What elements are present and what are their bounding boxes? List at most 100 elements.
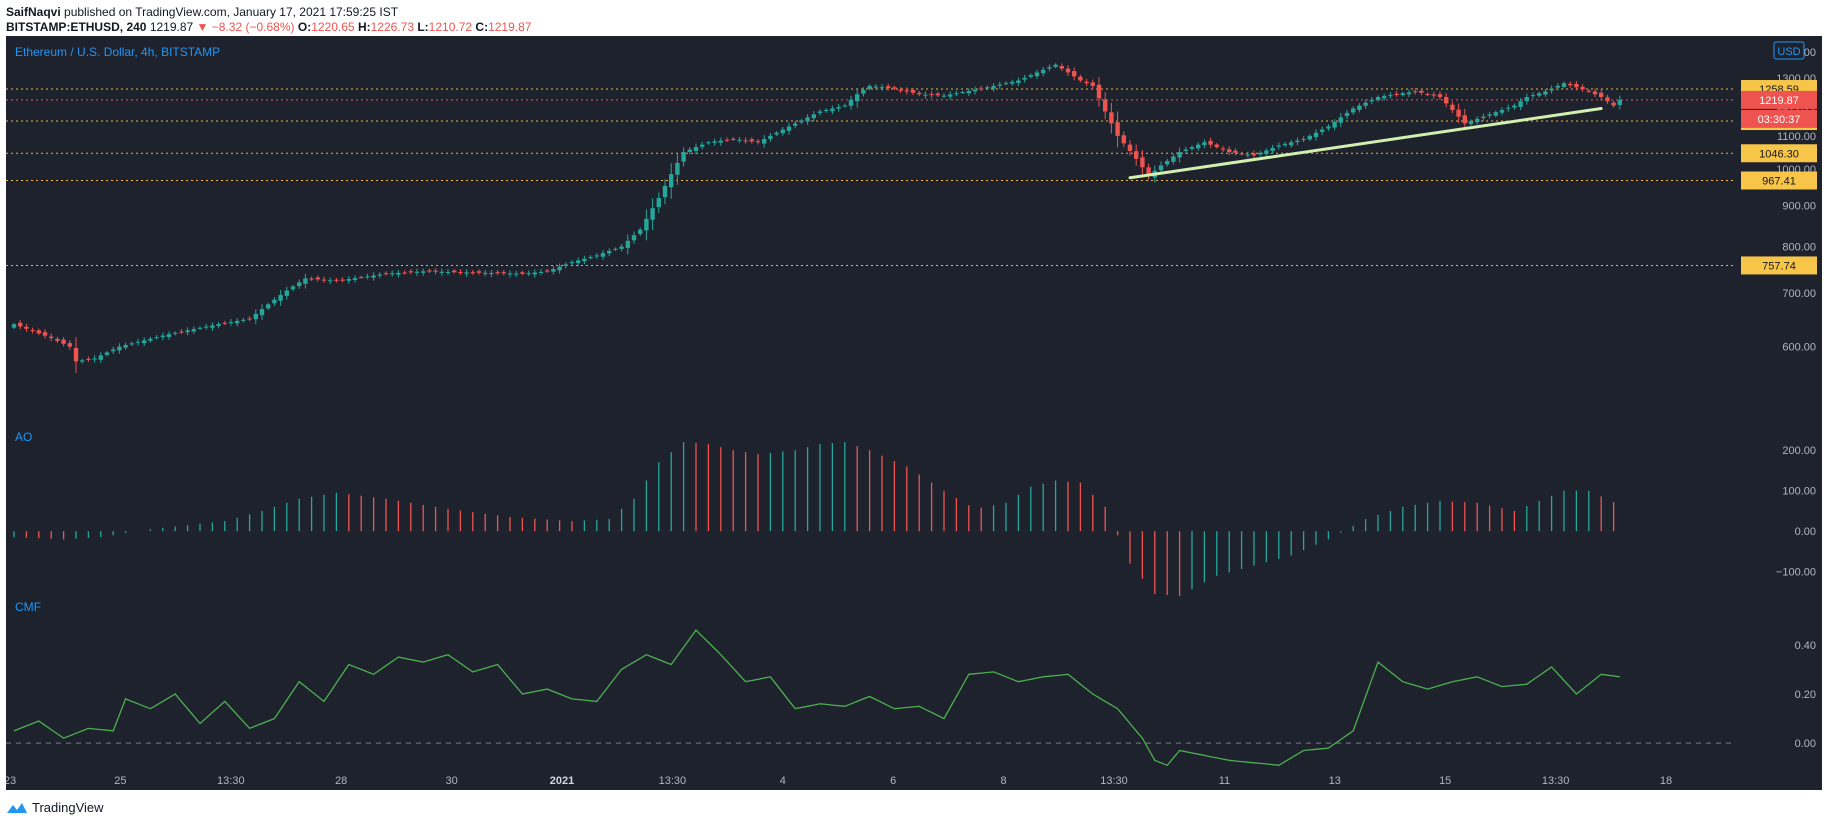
- candle-body: [1189, 147, 1195, 149]
- candle-body: [1555, 85, 1560, 88]
- candle-body: [1301, 139, 1306, 141]
- candle-body: [1276, 145, 1281, 147]
- candle-body: [681, 152, 686, 162]
- candle-body: [588, 257, 593, 259]
- candle-body: [1518, 101, 1523, 107]
- candle-body: [309, 278, 314, 280]
- time-tick-label: 23: [6, 775, 16, 787]
- candle-body: [1543, 91, 1548, 95]
- candle-body: [1109, 112, 1114, 124]
- currency-label: USD: [1777, 46, 1800, 58]
- candle-body: [216, 324, 221, 326]
- candle-body: [638, 229, 643, 234]
- candle-body: [1369, 99, 1374, 102]
- low-value: 1210.72: [428, 20, 473, 34]
- candle-body: [1400, 93, 1405, 96]
- price-tick-label: 1100.00: [1777, 131, 1816, 143]
- countdown-badge-frame: [1741, 109, 1817, 128]
- candle-body: [290, 286, 296, 290]
- candle-body: [538, 271, 544, 273]
- candle-body: [762, 139, 767, 144]
- candle-body: [1090, 82, 1095, 86]
- candle-body: [557, 266, 562, 271]
- footer-brand[interactable]: TradingView: [6, 800, 104, 815]
- candle-body: [55, 338, 60, 341]
- candle-body: [470, 272, 475, 274]
- candle-body: [991, 85, 996, 89]
- candle-body: [917, 92, 922, 95]
- candle-body: [365, 276, 370, 278]
- candle-body: [191, 329, 196, 332]
- candle-body: [1003, 83, 1009, 85]
- candle-body: [129, 343, 134, 345]
- candle-body: [383, 273, 389, 275]
- level-badge-frame: [1741, 256, 1817, 275]
- candle-body: [253, 313, 258, 320]
- candle-body: [1127, 144, 1133, 151]
- candle-body: [793, 123, 798, 126]
- candle-body: [507, 273, 513, 275]
- candle-body: [662, 185, 668, 198]
- candle-body: [1419, 90, 1424, 93]
- candle-body: [80, 360, 85, 362]
- candle-body: [61, 339, 66, 344]
- candles: [11, 63, 1622, 373]
- candle-body: [1220, 148, 1226, 150]
- candle-body: [1072, 71, 1077, 77]
- candle-body: [1202, 142, 1207, 146]
- candle-body: [1016, 80, 1021, 84]
- candle-body: [36, 330, 41, 334]
- candle-body: [948, 94, 953, 97]
- candle-body: [1444, 97, 1449, 104]
- change-arrow-icon: ▼: [196, 20, 209, 34]
- cmf-tick-label: 0.40: [1795, 640, 1816, 652]
- candle-body: [111, 349, 116, 352]
- trendline[interactable]: [1128, 107, 1603, 180]
- candle-body: [755, 141, 761, 143]
- cmf-tick-label: 0.00: [1795, 738, 1816, 750]
- candle-body: [836, 107, 841, 109]
- candle-body: [284, 290, 289, 296]
- candle-body: [1320, 129, 1325, 132]
- candle-body: [73, 347, 79, 362]
- open-value: 1220.65: [311, 20, 355, 34]
- candle-body: [483, 272, 488, 274]
- candle-body: [625, 240, 630, 248]
- candle-body: [414, 271, 420, 273]
- time-tick-label: 30: [445, 775, 457, 787]
- candle-body: [303, 278, 308, 284]
- candle-body: [1183, 149, 1188, 151]
- currency-button[interactable]: USD: [1773, 41, 1805, 60]
- candle-body: [904, 90, 909, 92]
- candle-body: [1561, 83, 1567, 87]
- candle-body: [1568, 83, 1573, 86]
- candle-body: [1084, 81, 1089, 84]
- candle-body: [1158, 165, 1164, 171]
- candle-body: [334, 279, 339, 281]
- candle-body: [340, 279, 345, 281]
- candle-body: [67, 343, 72, 347]
- candle-body: [1425, 94, 1430, 96]
- candle-body: [929, 94, 934, 96]
- candle-body: [1140, 157, 1145, 168]
- candle-body: [873, 86, 878, 88]
- high-value: 1226.73: [370, 20, 414, 34]
- time-tick-label: 8: [1001, 775, 1007, 787]
- time-tick-label: 13:30: [659, 775, 687, 787]
- candle-body: [1171, 156, 1176, 162]
- time-tick-label: 11: [1219, 775, 1230, 787]
- author-name[interactable]: SaifNaqvi: [6, 5, 61, 19]
- candle-body: [1617, 99, 1622, 105]
- candle-body: [1450, 104, 1455, 110]
- candle-body: [786, 126, 792, 131]
- candle-body: [1413, 91, 1418, 93]
- candle-body: [1599, 92, 1604, 98]
- time-tick-label: 28: [335, 775, 347, 787]
- price-tick-label: 700.00: [1782, 288, 1816, 300]
- candle-body: [1295, 140, 1300, 143]
- candle-body: [241, 319, 246, 321]
- candle-body: [464, 272, 469, 274]
- candle-body: [1010, 81, 1015, 84]
- cmf-pane-title: CMF: [15, 600, 41, 614]
